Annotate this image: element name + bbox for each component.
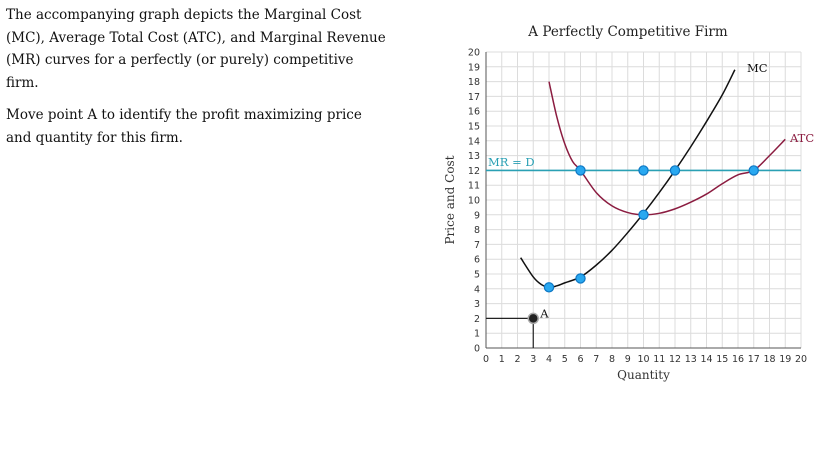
y-tick-label: 5 <box>474 270 480 281</box>
y-axis-label: Price and Cost <box>443 155 457 244</box>
mc-label: MC <box>747 61 768 75</box>
mr-label: MR = D <box>488 155 535 169</box>
mc-point-marker[interactable] <box>638 209 649 220</box>
x-tick-label: 2 <box>514 354 520 365</box>
x-tick-label: 8 <box>609 354 615 365</box>
y-tick-label: 1 <box>474 329 480 340</box>
y-tick-label: 15 <box>468 122 480 133</box>
question-paragraph-2: Move point A to identify the profit maxi… <box>6 107 362 146</box>
mc-point-marker[interactable] <box>575 273 586 284</box>
y-tick-label: 10 <box>468 196 480 207</box>
x-tick-label: 3 <box>530 354 536 365</box>
atc-curve <box>548 81 786 216</box>
mc-point-marker[interactable] <box>543 282 555 293</box>
question-paragraph-1: The accompanying graph depicts the Margi… <box>6 7 386 91</box>
y-tick-label: 6 <box>474 255 480 266</box>
chart-title: A Perfectly Competitive Firm <box>527 24 728 40</box>
y-tick-label: 7 <box>474 240 480 251</box>
question-text: The accompanying graph depicts the Margi… <box>6 4 386 149</box>
y-tick-label: 2 <box>474 314 480 325</box>
y-tick-label: 3 <box>474 299 480 310</box>
y-tick-label: 4 <box>474 284 480 295</box>
y-tick-label: 9 <box>474 210 480 221</box>
y-tick-label: 16 <box>468 107 480 118</box>
x-tick-label: 17 <box>748 354 760 365</box>
y-tick-label: 14 <box>468 136 480 147</box>
x-tick-label: 18 <box>763 354 775 365</box>
x-tick-label: 0 <box>483 354 489 365</box>
y-tick-label: 18 <box>468 77 480 88</box>
x-tick-label: 14 <box>700 354 712 365</box>
y-tick-label: 17 <box>468 92 480 103</box>
y-tick-label: 12 <box>468 166 480 177</box>
y-tick-label: 20 <box>468 48 480 59</box>
y-tick-label: 19 <box>468 62 480 73</box>
x-tick-label: 7 <box>593 354 599 365</box>
x-axis-label: Quantity <box>617 368 670 382</box>
x-tick-label: 10 <box>637 354 649 365</box>
x-tick-label: 6 <box>577 354 583 365</box>
atc-point-marker[interactable] <box>748 165 759 176</box>
y-tick-label: 11 <box>468 181 480 192</box>
x-tick-label: 1 <box>499 354 505 365</box>
atc-point-marker[interactable] <box>575 165 586 176</box>
x-tick-label: 20 <box>795 354 807 365</box>
x-tick-label: 16 <box>732 354 744 365</box>
x-tick-label: 12 <box>669 354 681 365</box>
y-tick-label: 13 <box>468 151 480 162</box>
x-tick-label: 19 <box>779 354 791 365</box>
x-tick-label: 4 <box>546 354 552 365</box>
mc-point-marker[interactable] <box>669 165 681 176</box>
y-tick-label: 8 <box>474 225 480 236</box>
x-tick-label: 5 <box>562 354 568 365</box>
mr-point-marker[interactable] <box>638 165 649 176</box>
x-tick-label: 9 <box>625 354 631 365</box>
point-a-label: A <box>539 306 549 320</box>
point-a-handle[interactable] <box>527 312 539 325</box>
x-tick-label: 11 <box>653 354 665 365</box>
y-tick-label: 0 <box>474 344 480 355</box>
x-tick-label: 15 <box>716 354 728 365</box>
atc-label: ATC <box>789 131 814 145</box>
x-tick-label: 13 <box>685 354 697 365</box>
